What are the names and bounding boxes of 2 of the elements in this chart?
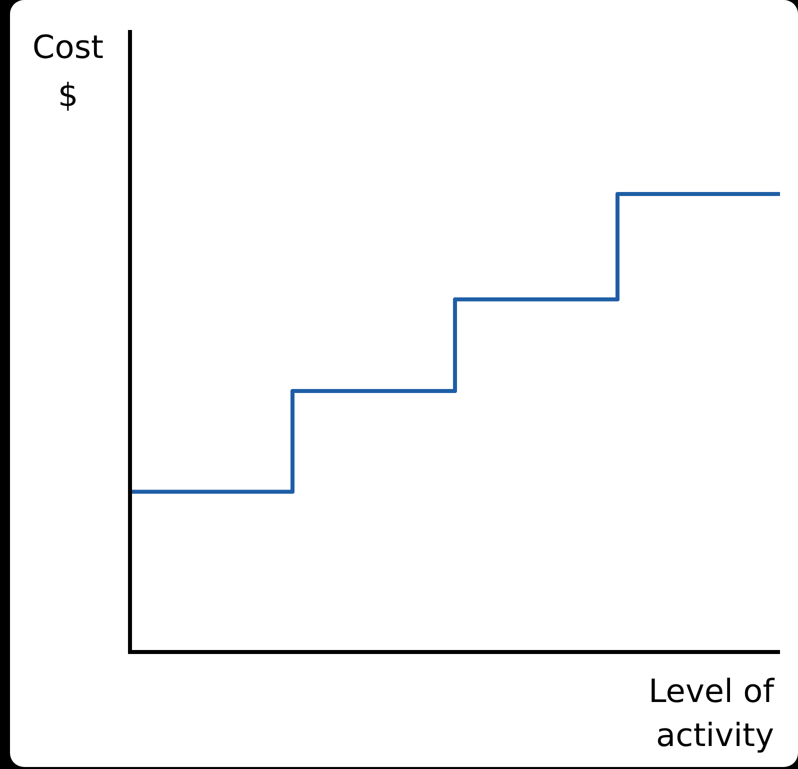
y-axis-title: Cost $ — [32, 28, 104, 114]
x-axis-title: Level of activity — [648, 672, 775, 754]
